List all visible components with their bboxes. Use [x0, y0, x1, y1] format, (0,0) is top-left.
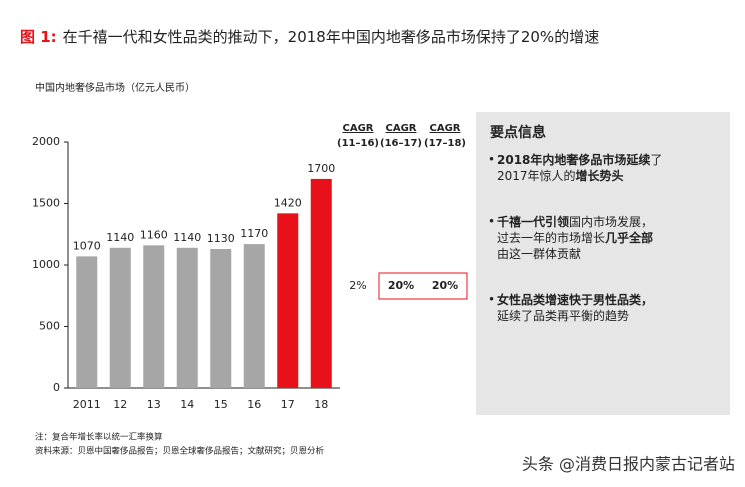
cagr-header: CAGR	[386, 123, 417, 134]
bullet-text: 由这一群体贡献	[497, 246, 581, 261]
y-tick-label: 1000	[32, 258, 60, 271]
title-text: 在千禧一代和女性品类的推动下，2018年中国内地奢侈品市场保持了20%的增速	[63, 28, 600, 46]
bar	[210, 249, 232, 388]
bullet-line: 千禧一代引领国内市场发展，	[497, 214, 653, 229]
bullet-text: 2017年惊人的	[497, 168, 576, 183]
bullet-text: 过去一年的市场增长	[497, 230, 605, 245]
bar	[310, 178, 332, 388]
cagr-header: CAGR	[430, 123, 461, 134]
bar	[277, 213, 299, 388]
x-tick-label: 13	[147, 398, 161, 411]
bullet-text: 女性品类增速快于男性品类，	[497, 292, 653, 307]
bullet-text: 几乎全部	[605, 230, 653, 245]
bullet-line: 过去一年的市场增长几乎全部	[497, 230, 653, 245]
y-tick-label: 2000	[32, 135, 60, 148]
y-tick-label: 1500	[32, 197, 60, 210]
x-tick-label: 2011	[73, 398, 101, 411]
bar	[143, 245, 165, 388]
value-label: 1130	[207, 232, 235, 245]
bullet-text: 千禧一代引领	[497, 214, 569, 229]
watermark: 头条 @消费日报内蒙古记者站	[522, 455, 735, 474]
title-prefix: 图 1:	[20, 28, 57, 46]
note: 资料来源：贝恩中国奢侈品报告；贝恩全球奢侈品报告；文献研究；贝恩分析	[35, 446, 325, 457]
panel-title: 要点信息	[490, 124, 546, 141]
bullet-text: 2018年内地奢侈品市场延续	[497, 152, 650, 167]
bullet-dot: •	[488, 293, 495, 307]
x-tick-label: 16	[247, 398, 261, 411]
bullet-dot: •	[488, 153, 495, 167]
bullet-text: 了	[650, 153, 662, 167]
cagr-period: (11–16)	[337, 138, 379, 149]
cagr-value: 20%	[432, 279, 458, 292]
bullet-line: 延续了品类再平衡的趋势	[497, 308, 629, 323]
value-label: 1170	[240, 227, 268, 240]
chart-title: 图 1: 在千禧一代和女性品类的推动下，2018年中国内地奢侈品市场保持了20%的…	[20, 28, 599, 46]
bullet-text: 国内市场发展，	[569, 214, 653, 229]
bullet-line: 女性品类增速快于男性品类，	[497, 292, 653, 307]
y-tick-label: 0	[53, 381, 60, 394]
value-label: 1140	[173, 231, 201, 244]
x-tick-label: 17	[281, 398, 295, 411]
value-label: 1160	[140, 228, 168, 241]
bullet-text: 延续了品类再平衡的趋势	[497, 308, 629, 323]
bullet-dot: •	[488, 215, 495, 229]
highlight-box	[378, 272, 468, 300]
bullet-line: 2018年内地奢侈品市场延续了	[497, 152, 662, 167]
cagr-period: (16–17)	[380, 138, 422, 149]
bullet-line: 由这一群体贡献	[497, 246, 581, 261]
subtitle: 中国内地奢侈品市场（亿元人民币）	[35, 81, 195, 94]
bar	[109, 247, 131, 388]
bar	[176, 247, 198, 388]
cagr-value: 2%	[349, 279, 366, 292]
cagr-period: (17–18)	[424, 138, 466, 149]
x-tick-label: 12	[113, 398, 127, 411]
bar	[243, 244, 265, 388]
y-tick-label: 500	[39, 320, 60, 333]
x-tick-label: 14	[180, 398, 194, 411]
x-tick-label: 18	[314, 398, 328, 411]
bullet-line: 2017年惊人的增长势头	[497, 168, 624, 183]
bullet-text: 增长势头	[576, 168, 624, 183]
value-label: 1700	[307, 162, 335, 175]
x-tick-label: 15	[214, 398, 228, 411]
value-label: 1140	[106, 231, 134, 244]
cagr-value: 20%	[388, 279, 414, 292]
value-label: 1070	[73, 239, 101, 252]
note: 注：复合年增长率以统一汇率换算	[35, 432, 163, 443]
cagr-header: CAGR	[343, 123, 374, 134]
value-label: 1420	[274, 196, 302, 209]
panel-bg	[476, 112, 730, 415]
bar	[76, 256, 98, 388]
